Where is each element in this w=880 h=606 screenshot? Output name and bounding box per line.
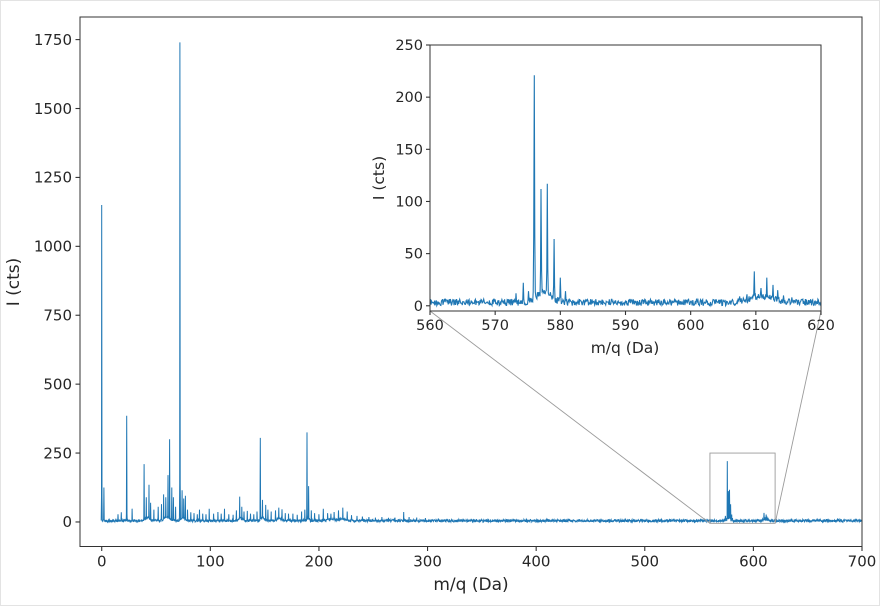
main-y-tick-label: 1750	[34, 31, 72, 49]
inset-axes: 560 570 580 590 600 610 620 0 50 100 150 200 250	[395, 38, 835, 334]
inset-x-axis-label: m/q (Da)	[591, 339, 660, 357]
inset-x-tick-label: 610	[742, 318, 770, 334]
main-x-tick-label: 200	[305, 553, 334, 571]
inset-plot-background	[430, 45, 821, 311]
inset-y-tick-label: 150	[395, 142, 423, 158]
main-y-axis-label: I (cts)	[4, 258, 24, 307]
inset-y-tick-label: 0	[414, 299, 423, 315]
inset-y-tick-label: 250	[395, 38, 423, 54]
inset-y-tick-label: 100	[395, 195, 423, 211]
main-y-tick-label: 0	[62, 513, 72, 531]
main-x-tick-label: 700	[848, 553, 877, 571]
main-x-tick-label: 0	[97, 553, 107, 571]
inset-x-tick-label: 620	[807, 318, 835, 334]
main-y-tick-label: 500	[43, 375, 72, 393]
main-y-tick-label: 1250	[34, 169, 72, 187]
main-axes-frame	[79, 16, 863, 547]
zoom-connector-right	[774, 310, 822, 524]
main-spectrum-line	[100, 42, 862, 524]
zoom-connector-left	[429, 310, 711, 524]
inset-y-tick-label: 50	[405, 247, 423, 263]
inset-y-axis-label: I (cts)	[370, 156, 388, 200]
inset-y-tick-label: 200	[395, 90, 423, 106]
main-x-tick-label: 600	[739, 553, 768, 571]
main-y-tick-label: 1000	[34, 238, 72, 256]
main-x-tick-label: 500	[630, 553, 659, 571]
main-x-tick-label: 100	[196, 553, 225, 571]
main-y-tick-label: 750	[43, 306, 72, 324]
inset-x-tick-label: 560	[416, 318, 444, 334]
inset-x-tick-label: 570	[481, 318, 509, 334]
main-y-tick-label: 250	[43, 444, 72, 462]
inset-x-tick-label: 590	[612, 318, 640, 334]
zoom-region-rect	[709, 452, 776, 524]
inset-spectrum-line	[430, 75, 821, 308]
main-x-tick-label: 300	[413, 553, 442, 571]
main-x-axis-label: m/q (Da)	[433, 575, 508, 595]
inset-x-tick-label: 600	[677, 318, 705, 334]
main-y-tick-label: 1500	[34, 100, 72, 118]
main-x-tick-label: 400	[522, 553, 551, 571]
zoom-indicator	[429, 310, 822, 524]
inset-x-tick-label: 580	[546, 318, 574, 334]
